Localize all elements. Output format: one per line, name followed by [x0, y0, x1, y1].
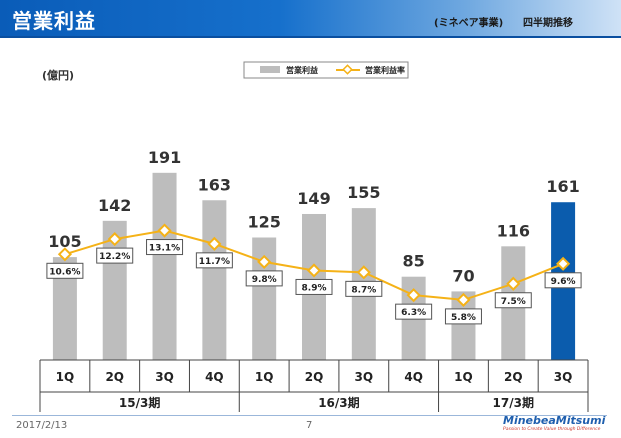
bar-4 [202, 200, 227, 360]
legend-box [243, 61, 409, 79]
category-label-8: 4Q [404, 370, 423, 384]
margin-label-box-8 [395, 303, 433, 320]
bar-value-label-9: 70 [452, 266, 474, 285]
margin-label-box-9 [444, 308, 482, 325]
margin-label-box-7 [345, 280, 383, 297]
page-title: 営業利益 [12, 9, 96, 33]
category-label-11: 3Q [554, 370, 573, 384]
margin-marker-4 [207, 236, 222, 251]
legend-line-marker [342, 64, 353, 75]
category-label-3: 3Q [155, 370, 174, 384]
bar-value-label-10: 116 [497, 221, 530, 240]
margin-label-box-2 [96, 247, 134, 264]
margin-label-box-6 [295, 278, 333, 295]
margin-label-box-4 [195, 252, 233, 269]
margin-marker-3 [157, 223, 172, 238]
margin-label-2: 12.2% [99, 252, 130, 262]
margin-marker-7 [356, 265, 371, 280]
bar-value-label-5: 125 [247, 213, 280, 232]
bar-value-label-1: 105 [48, 232, 81, 251]
logo-name: MinebeaMitsumi [503, 414, 606, 427]
margin-label-1: 10.6% [49, 267, 80, 277]
header-divider [0, 36, 621, 38]
margin-marker-6 [306, 263, 322, 278]
margin-marker-9 [456, 292, 471, 307]
category-label-2: 2Q [105, 370, 124, 384]
margin-label-box-3 [146, 239, 184, 256]
margin-label-box-1 [46, 262, 84, 279]
category-label-7: 3Q [355, 370, 374, 384]
segment-label: (ミネベア事業) [434, 18, 504, 29]
margin-label-11: 9.6% [551, 277, 576, 287]
margin-label-7: 8.7% [351, 285, 376, 295]
group-label-3: 17/3期 [493, 395, 534, 410]
group-label-2: 16/3期 [318, 395, 359, 410]
bar-value-label-2: 142 [98, 196, 131, 215]
margin-label-9: 5.8% [451, 313, 476, 323]
legend-line-label: 営業利益率 [365, 65, 405, 75]
margin-marker-10 [506, 276, 521, 291]
margin-label-6: 8.9% [302, 283, 327, 293]
category-label-4: 4Q [205, 370, 224, 384]
bar-value-label-8: 85 [403, 252, 425, 271]
operating-profit-chart: (億円) 営業利益 営業利益率 105 142 191 163 125 149 155 85 70 11… [39, 61, 589, 412]
bar-value-label-6: 149 [297, 189, 330, 208]
margin-label-5: 9.8% [252, 275, 277, 285]
header-bar: 営業利益 (ミネベア事業) 四半期推移 [0, 0, 621, 36]
category-label-5: 1Q [255, 370, 274, 384]
category-label-1: 1Q [56, 370, 75, 384]
margin-label-10: 7.5% [501, 297, 526, 307]
category-label-9: 1Q [454, 370, 473, 384]
category-label-6: 2Q [305, 370, 324, 384]
margin-label-box-11 [544, 272, 582, 289]
view-label: 四半期推移 [523, 18, 573, 29]
bar-1 [52, 257, 77, 360]
legend-bar-swatch [260, 66, 280, 73]
legend-bar-label: 営業利益 [286, 65, 318, 75]
margin-marker-2 [107, 232, 122, 247]
margin-marker-5 [257, 254, 272, 269]
bar-value-label-3: 191 [148, 148, 181, 167]
group-label-1: 15/3期 [119, 395, 160, 410]
margin-label-box-10 [494, 292, 532, 309]
logo-tagline: Passion to Create Value through Differen… [503, 427, 601, 432]
y-unit-label: (億円) [42, 68, 74, 82]
margin-label-3: 13.1% [149, 244, 180, 254]
bar-3 [152, 172, 177, 360]
company-logo: MinebeaMitsumi Passion to Create Value t… [503, 414, 611, 432]
margin-marker-1 [57, 247, 72, 262]
margin-label-4: 11.7% [199, 257, 230, 267]
margin-marker-8 [406, 288, 421, 303]
category-label-10: 2Q [504, 370, 523, 384]
margin-marker-11 [556, 256, 571, 271]
footer-date: 2017/2/13 [16, 420, 68, 431]
page-number: 7 [306, 420, 313, 431]
margin-label-8: 6.3% [401, 308, 426, 318]
margin-label-box-5 [245, 270, 283, 287]
bar-value-label-4: 163 [198, 175, 231, 194]
bar-value-label-7: 155 [347, 183, 380, 202]
footer-divider [12, 415, 607, 416]
bar-value-label-11: 161 [546, 177, 579, 196]
